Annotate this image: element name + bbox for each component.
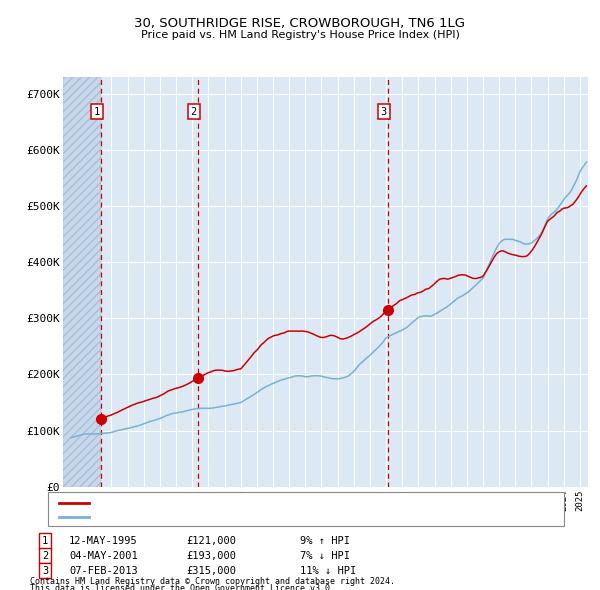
- Text: £121,000: £121,000: [186, 536, 236, 546]
- Text: £193,000: £193,000: [186, 551, 236, 560]
- Text: 2: 2: [42, 551, 48, 560]
- Text: 2: 2: [191, 107, 197, 117]
- Text: 7% ↓ HPI: 7% ↓ HPI: [300, 551, 350, 560]
- Text: 04-MAY-2001: 04-MAY-2001: [69, 551, 138, 560]
- Bar: [63, 77, 101, 487]
- Text: 3: 3: [380, 107, 387, 117]
- Text: 3: 3: [42, 566, 48, 575]
- Text: HPI: Average price, detached house, Wealden: HPI: Average price, detached house, Weal…: [93, 513, 346, 522]
- Text: 1: 1: [94, 107, 100, 117]
- Text: 30, SOUTHRIDGE RISE, CROWBOROUGH, TN6 1LG: 30, SOUTHRIDGE RISE, CROWBOROUGH, TN6 1L…: [134, 17, 466, 30]
- Text: Price paid vs. HM Land Registry's House Price Index (HPI): Price paid vs. HM Land Registry's House …: [140, 31, 460, 40]
- Text: 11% ↓ HPI: 11% ↓ HPI: [300, 566, 356, 575]
- Text: £315,000: £315,000: [186, 566, 236, 575]
- Text: 07-FEB-2013: 07-FEB-2013: [69, 566, 138, 575]
- Text: 12-MAY-1995: 12-MAY-1995: [69, 536, 138, 546]
- Text: 9% ↑ HPI: 9% ↑ HPI: [300, 536, 350, 546]
- Text: 1: 1: [42, 536, 48, 546]
- Bar: [63, 77, 101, 487]
- Text: Contains HM Land Registry data © Crown copyright and database right 2024.: Contains HM Land Registry data © Crown c…: [30, 577, 395, 586]
- Text: This data is licensed under the Open Government Licence v3.0.: This data is licensed under the Open Gov…: [30, 584, 335, 590]
- Text: 30, SOUTHRIDGE RISE, CROWBOROUGH, TN6 1LG (detached house): 30, SOUTHRIDGE RISE, CROWBOROUGH, TN6 1L…: [93, 498, 434, 507]
